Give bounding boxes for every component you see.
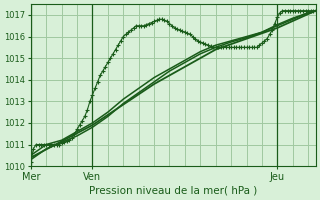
X-axis label: Pression niveau de la mer( hPa ): Pression niveau de la mer( hPa ) xyxy=(89,186,258,196)
